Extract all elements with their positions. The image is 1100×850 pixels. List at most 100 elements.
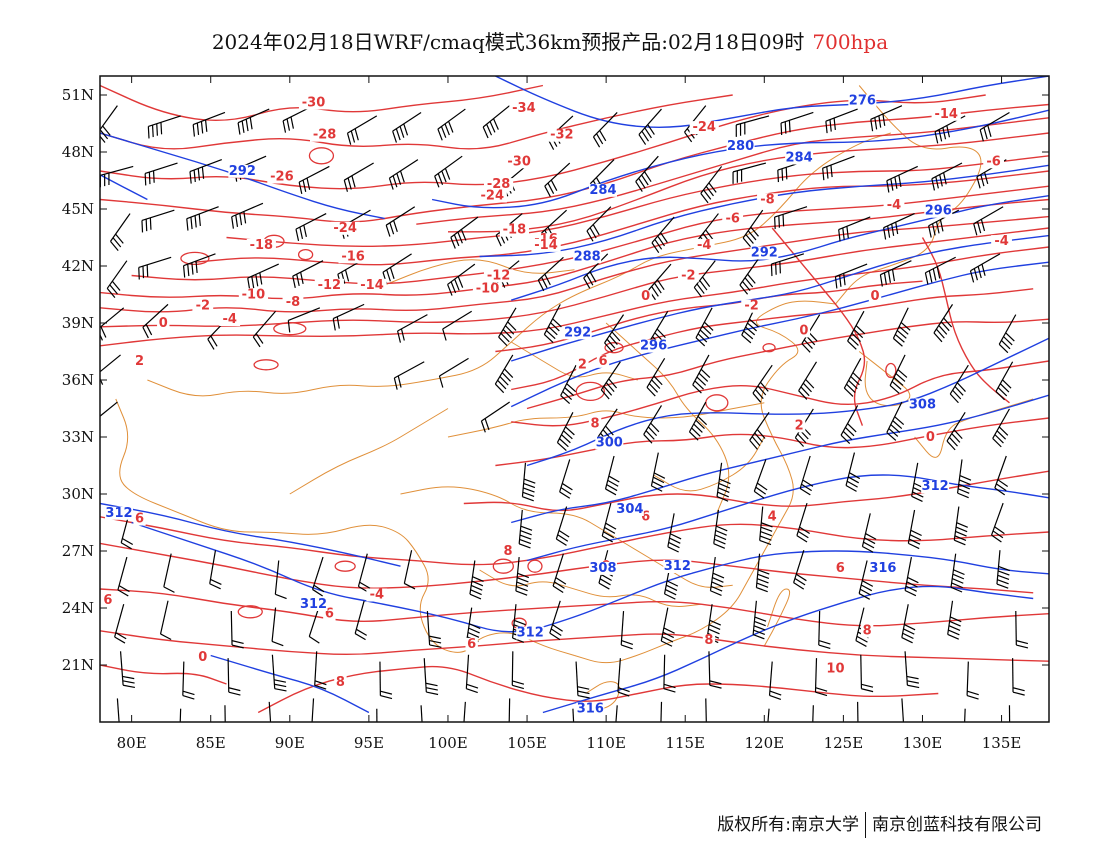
wind-barb-flag: [608, 475, 620, 483]
wind-barb-flag: [425, 687, 438, 691]
wind-barb-staff: [767, 708, 770, 722]
wind-barb-flag: [314, 684, 327, 690]
footer-separator: [865, 812, 866, 838]
height-label: 312: [664, 559, 691, 574]
temperature-contour: [416, 117, 1049, 225]
wind-barb-flag: [574, 738, 586, 741]
wind-barb-flag: [466, 688, 478, 694]
wind-barb-flag: [784, 121, 787, 134]
wind-barb-flag: [663, 683, 676, 689]
temperature-contours: [100, 84, 1049, 714]
wind-barb-flag: [942, 127, 947, 140]
wind-barb-flag: [607, 479, 619, 487]
wind-barb-flag: [583, 277, 591, 289]
wind-barb-flag: [891, 381, 902, 390]
wind-barb-flag: [703, 189, 712, 200]
wind-barb-staff: [100, 165, 134, 176]
wind-barb-staff: [597, 408, 618, 438]
wind-barb-flag: [712, 577, 724, 583]
wind-barb-staff: [901, 604, 909, 638]
wind-barb-flag: [780, 123, 783, 136]
wind-barb-flag: [470, 584, 483, 591]
wind-barb-flag: [558, 530, 570, 538]
wind-barb-flag: [883, 227, 887, 240]
wind-barb-flag: [228, 687, 241, 692]
wind-barb-staff: [466, 607, 473, 642]
wind-barb-flag: [523, 478, 536, 484]
wind-barb-staff: [110, 213, 131, 242]
wind-barb-flag: [618, 687, 630, 693]
wind-barb-flag: [756, 586, 768, 593]
temperature-label: -18: [503, 223, 527, 238]
temperature-contour: [100, 84, 544, 122]
wind-barb-staff: [463, 701, 466, 722]
wind-barb-flag: [894, 176, 898, 189]
temperature-label: 6: [836, 561, 845, 576]
wind-barb-staff: [439, 357, 469, 377]
wind-barb-flag: [750, 226, 759, 237]
wind-barb-staff: [700, 166, 723, 194]
wind-barb-flag: [887, 270, 891, 283]
wind-barb-flag: [94, 421, 99, 432]
wind-barb-flag: [520, 530, 532, 536]
wind-barb-staff: [855, 607, 865, 641]
wind-barb-flag: [700, 192, 709, 204]
wind-barb-flag: [396, 330, 402, 343]
temperature-label-bg: [531, 238, 561, 252]
wind-barb-flag: [698, 372, 709, 382]
wind-barb-flag: [818, 644, 831, 650]
wind-barb-flag: [860, 584, 873, 592]
height-label-bg: [868, 561, 897, 575]
height-label: 300: [596, 436, 623, 451]
temperature-label: -28: [313, 128, 337, 143]
wind-barb-staff: [116, 698, 120, 722]
wind-barb-staff: [663, 654, 666, 689]
wind-barb-flag: [110, 240, 119, 251]
wind-barb-flag: [958, 483, 971, 490]
wind-barb-flag: [142, 266, 145, 279]
wind-barb-flag: [197, 168, 201, 181]
wind-barb-staff: [247, 263, 279, 279]
wind-barb-flag: [799, 526, 810, 535]
height-contour: [542, 585, 1034, 714]
wind-barb-staff: [186, 206, 219, 220]
temperature-label: 2: [578, 358, 587, 373]
wind-barb-flag: [981, 264, 986, 276]
temperature-label-bg: [309, 128, 340, 142]
wind-barb-flag: [274, 688, 287, 692]
wind-barb-flag: [755, 486, 766, 495]
wind-barb-staff: [857, 701, 859, 722]
wind-barb-staff: [649, 310, 669, 341]
wind-barb-flag: [599, 130, 607, 142]
wind-barb-staff: [818, 611, 821, 646]
wind-barb-flag: [122, 680, 135, 684]
wind-barb-flag: [347, 177, 352, 190]
wind-barb-flag: [935, 176, 939, 189]
wind-barb-flag: [556, 538, 567, 546]
height-contour: [100, 174, 148, 201]
wind-barb-flag: [386, 269, 391, 282]
wind-barb-flag: [938, 325, 948, 335]
wind-barb-flag: [908, 542, 920, 550]
wind-barb-flag: [298, 182, 303, 194]
wind-barb-staff: [426, 611, 431, 646]
wind-barb-flag: [842, 430, 853, 441]
temperature-label-bg: [766, 510, 779, 524]
temperature-label: -6: [725, 211, 739, 226]
temperature-label-bg: [483, 269, 514, 283]
wind-barb-flag: [833, 117, 836, 131]
wind-barb-flag: [940, 321, 950, 332]
wind-barb-flag: [541, 276, 548, 289]
wind-barb-flag: [604, 342, 613, 353]
wind-barb-flag: [148, 172, 151, 185]
wind-barb-staff: [343, 162, 374, 181]
wind-barb-flag: [486, 123, 493, 136]
temperature-closed-contour: [253, 359, 279, 371]
wind-barb-flag: [247, 277, 251, 291]
wind-barb-flag: [470, 589, 482, 596]
wind-barb-flag: [861, 683, 874, 688]
wind-barb-flag: [255, 333, 264, 344]
wind-barb-flag: [933, 332, 943, 343]
wind-barb-flag: [605, 382, 615, 393]
wind-barb-staff: [512, 604, 517, 639]
